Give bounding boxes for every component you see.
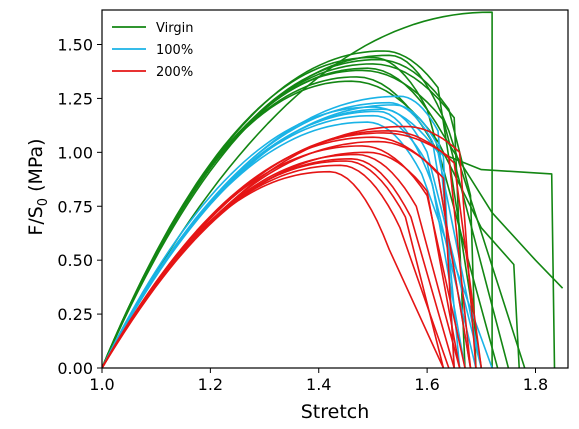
x-tick-label: 1.8: [523, 375, 548, 394]
series-line: [102, 54, 526, 368]
series-200pct: [102, 125, 483, 368]
series-line: [102, 153, 461, 368]
series-line: [102, 170, 445, 368]
x-axis-title: Stretch: [301, 401, 370, 423]
legend-label: 100%: [156, 43, 193, 58]
series-line: [102, 158, 455, 368]
series-100pct: [102, 95, 493, 368]
y-axis-title-unit: (MPa): [25, 138, 47, 198]
y-tick-label: 0.75: [57, 197, 93, 216]
series-line: [102, 160, 445, 368]
series-line: [102, 67, 564, 368]
legend-label: Virgin: [156, 21, 193, 36]
y-axis-title-main: F/S: [25, 206, 47, 235]
y-tick-label: 1.50: [57, 36, 93, 55]
y-axis-title: F/S0 (MPa): [25, 138, 51, 235]
x-tick-label: 1.2: [198, 375, 223, 394]
series-line: [102, 140, 455, 368]
y-axis-title-subscript: 0: [36, 198, 51, 206]
series-line: [102, 76, 556, 368]
curves-layer: [102, 11, 564, 368]
legend-label: 200%: [156, 65, 193, 80]
series-line: [102, 50, 483, 368]
series-line: [102, 80, 520, 368]
ticks-layer: 1.0 1.2 1.4 1.6 1.8 0.00 0.25 0.50 0.75 1.00 1.25 1…: [57, 36, 548, 394]
x-tick-label: 1.4: [306, 375, 331, 394]
y-tick-label: 0.50: [57, 251, 93, 270]
y-tick-label: 0.00: [57, 359, 93, 378]
series-line: [102, 110, 466, 368]
series-line: [102, 58, 477, 368]
y-tick-label: 1.00: [57, 143, 93, 162]
y-tick-label: 0.25: [57, 305, 93, 324]
series-line: [102, 151, 461, 368]
y-tick-label: 1.25: [57, 89, 93, 108]
series-line: [102, 106, 483, 368]
x-tick-label: 1.6: [414, 375, 439, 394]
plot-frame: [101, 9, 569, 369]
legend: Virgin 100% 200%: [112, 21, 193, 80]
x-tick-label: 1.0: [89, 375, 114, 394]
